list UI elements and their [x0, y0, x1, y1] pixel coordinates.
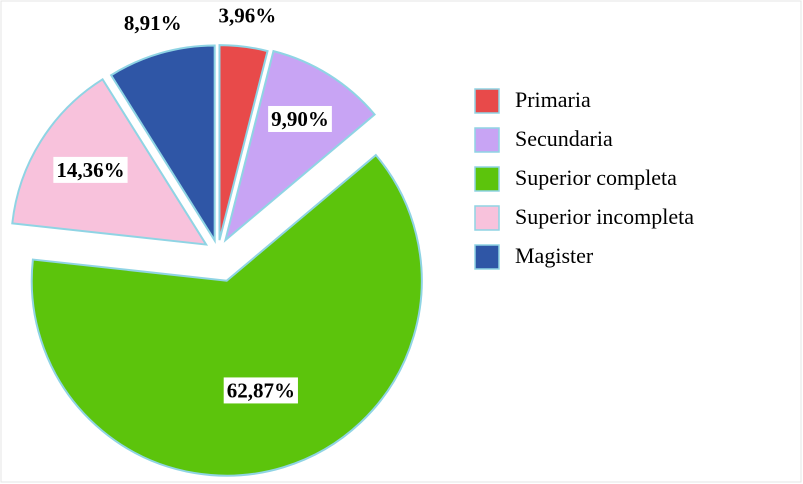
- legend-swatch: [474, 127, 500, 153]
- legend-label: Superior completa: [515, 165, 677, 190]
- data-label: 14,36%: [56, 158, 124, 182]
- legend-swatch: [474, 244, 500, 270]
- pie-slice: [218, 44, 269, 241]
- legend-label: Secundaria: [515, 126, 613, 151]
- legend-swatch: [474, 205, 500, 231]
- legend-label: Superior incompleta: [515, 204, 694, 229]
- legend-swatch: [474, 88, 500, 114]
- data-label-bg: [223, 377, 298, 404]
- pie: [11, 44, 423, 477]
- data-label: 9,90%: [271, 107, 329, 131]
- legend: Primaria Secundaria Superior completa Super…: [474, 87, 694, 270]
- data-labels: 3,96% 9,90% 62,87% 14,36% 8,91%: [53, 2, 332, 404]
- pie-slice: [30, 153, 423, 477]
- data-label-bg: [215, 2, 280, 29]
- data-label-bg: [53, 156, 128, 183]
- pie-slice: [223, 49, 376, 243]
- data-label: 3,96%: [218, 3, 276, 27]
- data-label: 8,91%: [124, 11, 182, 35]
- pie-slice: [109, 44, 216, 244]
- data-label: 62,87%: [227, 378, 295, 402]
- legend-swatch: [474, 166, 500, 192]
- legend-label: Magister: [515, 243, 594, 268]
- data-label-bg: [268, 105, 332, 132]
- data-label-bg: [120, 9, 185, 36]
- legend-label: Primaria: [515, 87, 591, 112]
